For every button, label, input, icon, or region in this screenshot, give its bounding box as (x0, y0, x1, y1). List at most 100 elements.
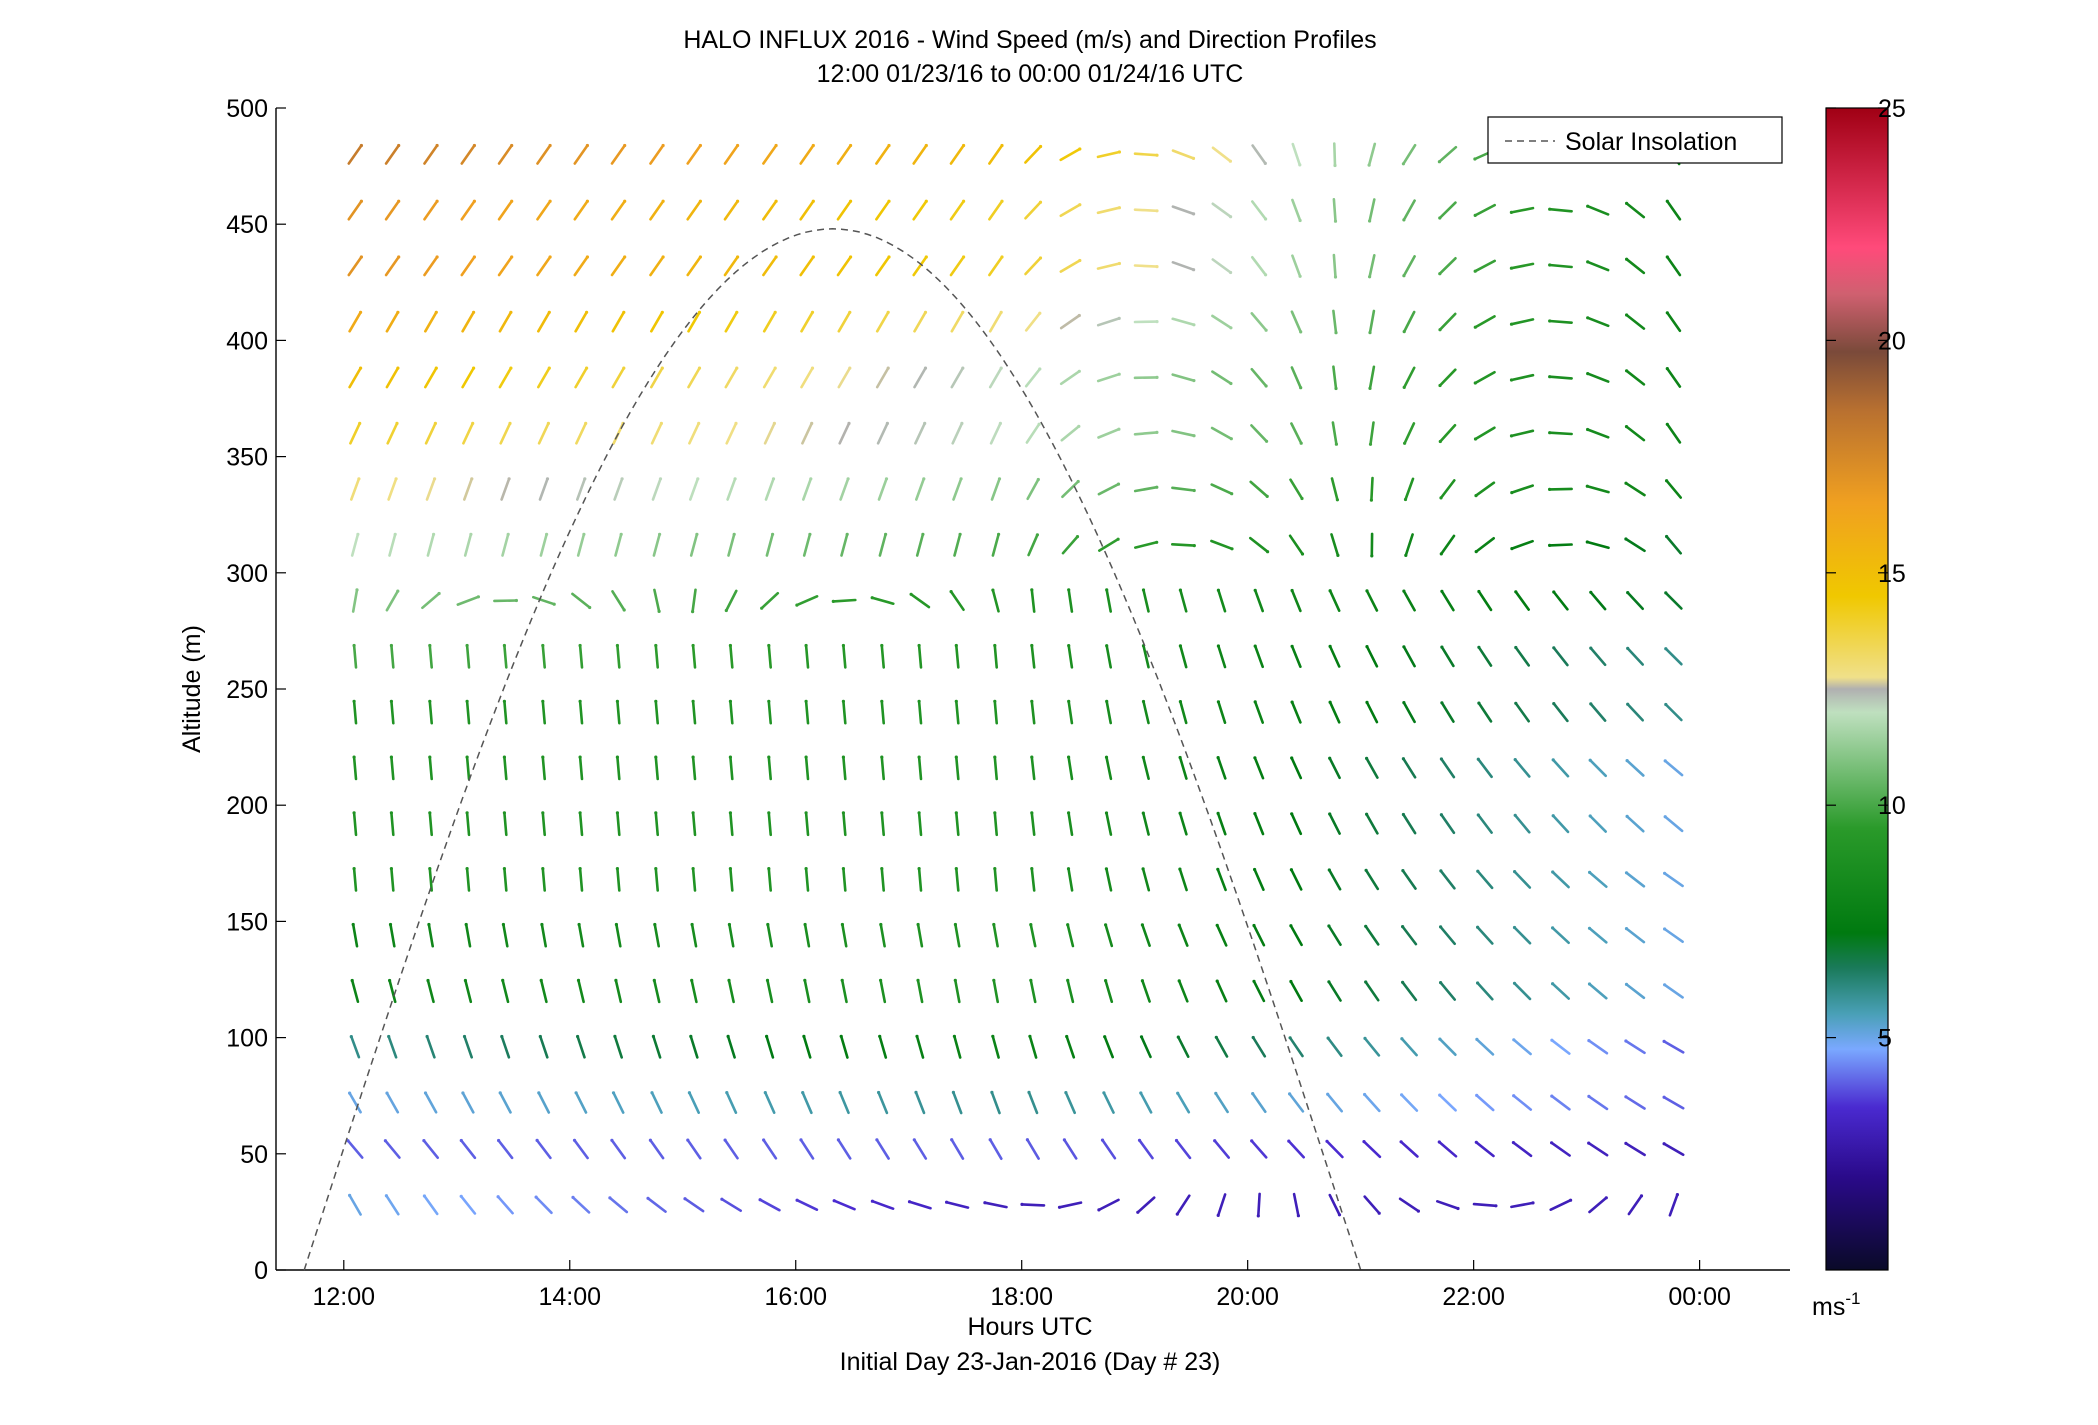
wind-barb (463, 1035, 474, 1059)
wind-barb (1663, 871, 1684, 888)
wind-barb (1439, 479, 1456, 500)
wind-barb (347, 255, 363, 277)
wind-barb-head (1589, 646, 1593, 650)
wind-barb (1141, 923, 1151, 948)
wind-barb (385, 366, 400, 389)
wind-barb (349, 422, 362, 445)
wind-barb-head (838, 1090, 842, 1095)
wind-barb (1030, 755, 1036, 781)
wind-barb-head (661, 255, 665, 259)
wind-barb (1436, 1200, 1460, 1210)
x-tick-label: 12:00 (313, 1283, 376, 1311)
wind-barb (1548, 263, 1573, 269)
wind-barb-head (389, 755, 393, 759)
wind-barb-head (917, 699, 921, 703)
wind-barb (576, 1035, 586, 1059)
wind-barb (1473, 259, 1496, 273)
wind-barb-head (1025, 1138, 1029, 1142)
wind-barb (428, 867, 434, 892)
wind-barb-head (1336, 553, 1340, 558)
wind-barb-head (887, 255, 891, 259)
wind-barb-head (683, 1197, 687, 1201)
wind-barb (913, 310, 927, 333)
wind-barb-head (771, 477, 776, 481)
wind-barb-head (1027, 1090, 1031, 1094)
wind-barb (1401, 869, 1417, 890)
wind-barb (760, 591, 780, 610)
wind-barb-head (923, 310, 928, 314)
wind-barb (1026, 1138, 1040, 1160)
wind-barb (1097, 482, 1120, 496)
wind-barb (1176, 1091, 1191, 1114)
wind-barb (686, 1138, 702, 1160)
wind-barb-head (1552, 702, 1556, 706)
wind-barb-head (849, 255, 853, 259)
wind-barb (1363, 1195, 1381, 1215)
wind-barb (578, 811, 584, 837)
wind-barb (1211, 258, 1232, 274)
wind-barb-head (795, 603, 799, 607)
wind-barb (464, 923, 472, 948)
wind-barb-head (988, 1138, 992, 1142)
wind-barb-head (954, 811, 958, 815)
wind-barb (575, 477, 587, 501)
wind-barb (802, 1035, 812, 1059)
wind-barb-head (428, 699, 432, 703)
wind-barb-head (734, 421, 738, 425)
wind-barb (426, 532, 435, 557)
wind-barb (462, 422, 475, 445)
wind-barb-head (1509, 378, 1514, 382)
wind-barb (983, 1201, 1008, 1209)
wind-barb-head (388, 978, 392, 983)
wind-barb-head (801, 1091, 805, 1095)
wind-barb (691, 699, 697, 725)
wind-barb-head (1253, 700, 1257, 704)
wind-barb-head (1192, 434, 1196, 438)
wind-barb-head (397, 199, 401, 203)
wind-barb (649, 366, 664, 389)
wind-barb-head (552, 602, 556, 606)
wind-barb-head (880, 699, 884, 703)
wind-barb-head (997, 477, 1002, 481)
wind-barb-head (1192, 544, 1196, 548)
wind-barb (573, 144, 589, 165)
wind-barb (842, 811, 847, 837)
wind-barb-head (1105, 699, 1109, 704)
wind-barb (1096, 206, 1121, 215)
wind-barb-head (1402, 218, 1406, 222)
wind-barb (1030, 588, 1036, 613)
wind-barb (503, 699, 508, 725)
wind-barb (1178, 756, 1188, 780)
wind-barb-head (1253, 812, 1257, 816)
wind-barb (1473, 203, 1496, 217)
wind-barb-head (762, 1138, 766, 1142)
wind-barb-head (1439, 869, 1443, 873)
wind-barb-head (1105, 644, 1109, 648)
wind-barb-head (728, 811, 733, 815)
wind-barb-head (622, 608, 626, 612)
y-tick-label: 300 (226, 560, 268, 588)
wind-barb-head (1328, 700, 1332, 704)
wind-barb (534, 1195, 553, 1215)
wind-barb (1024, 311, 1042, 332)
wind-barb (1440, 645, 1455, 668)
wind-barb (1402, 589, 1416, 612)
wind-barb (954, 811, 960, 837)
wind-barb (1662, 1142, 1685, 1156)
wind-barb-head (1141, 699, 1146, 704)
wind-barb-head (1228, 159, 1232, 163)
wind-barb (1216, 812, 1227, 836)
wind-barb (536, 366, 551, 389)
wind-barb (1067, 700, 1074, 725)
wind-barb-head (690, 922, 694, 927)
wind-barb (1025, 422, 1041, 444)
wind-barb (350, 979, 360, 1004)
wind-barb (1141, 979, 1151, 1003)
wind-barb (1663, 983, 1684, 999)
wind-barb (804, 644, 810, 669)
wind-barb (388, 532, 397, 557)
wind-barb-head (1141, 755, 1145, 759)
wind-barb-head (922, 477, 926, 481)
wind-barb-head (1364, 980, 1368, 984)
wind-barb (1664, 591, 1683, 610)
